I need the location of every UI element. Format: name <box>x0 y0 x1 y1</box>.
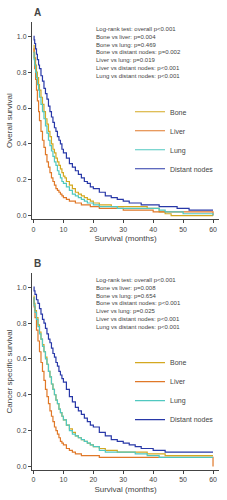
svg-text:Liver: Liver <box>170 128 186 135</box>
svg-text:A: A <box>34 7 41 18</box>
svg-text:0.2: 0.2 <box>17 176 27 183</box>
svg-text:50: 50 <box>179 226 187 233</box>
svg-text:60: 60 <box>209 476 217 483</box>
svg-text:0.0: 0.0 <box>17 212 27 219</box>
svg-text:Liver: Liver <box>170 378 186 385</box>
svg-text:Overall survival: Overall survival <box>5 93 14 148</box>
svg-text:Log-rank test: overall p<0.001: Log-rank test: overall p<0.001Bone vs li… <box>96 26 181 79</box>
svg-text:0.4: 0.4 <box>17 391 27 398</box>
svg-text:Bone: Bone <box>170 359 186 366</box>
svg-text:0.8: 0.8 <box>17 69 27 76</box>
svg-text:1.0: 1.0 <box>17 284 27 291</box>
svg-text:1.0: 1.0 <box>17 33 27 40</box>
svg-text:40: 40 <box>149 226 157 233</box>
svg-text:0: 0 <box>32 476 36 483</box>
svg-text:10: 10 <box>60 226 68 233</box>
svg-text:30: 30 <box>119 226 127 233</box>
svg-text:0.6: 0.6 <box>17 104 27 111</box>
svg-text:Cancer specific survival: Cancer specific survival <box>5 329 14 413</box>
svg-text:Distant nodes: Distant nodes <box>170 416 213 423</box>
svg-text:10: 10 <box>60 476 68 483</box>
svg-text:Log-rank test: overall p<0.001: Log-rank test: overall p<0.001Bone vs li… <box>96 277 181 330</box>
svg-text:Lung: Lung <box>170 397 186 405</box>
svg-text:0: 0 <box>32 226 36 233</box>
svg-text:20: 20 <box>89 476 97 483</box>
svg-text:40: 40 <box>149 476 157 483</box>
svg-text:0.8: 0.8 <box>17 320 27 327</box>
svg-text:20: 20 <box>89 226 97 233</box>
svg-text:0.2: 0.2 <box>17 427 27 434</box>
svg-text:0.6: 0.6 <box>17 355 27 362</box>
svg-text:0.0: 0.0 <box>17 463 27 470</box>
svg-text:30: 30 <box>119 476 127 483</box>
svg-text:Survival (months): Survival (months) <box>94 234 157 243</box>
svg-text:Distant nodes: Distant nodes <box>170 166 213 173</box>
svg-text:Survival (months): Survival (months) <box>94 485 157 494</box>
svg-text:0.4: 0.4 <box>17 140 27 147</box>
svg-text:Lung: Lung <box>170 147 186 155</box>
svg-text:60: 60 <box>209 226 217 233</box>
svg-text:Bone: Bone <box>170 109 186 116</box>
svg-text:B: B <box>34 258 41 269</box>
svg-text:50: 50 <box>179 476 187 483</box>
